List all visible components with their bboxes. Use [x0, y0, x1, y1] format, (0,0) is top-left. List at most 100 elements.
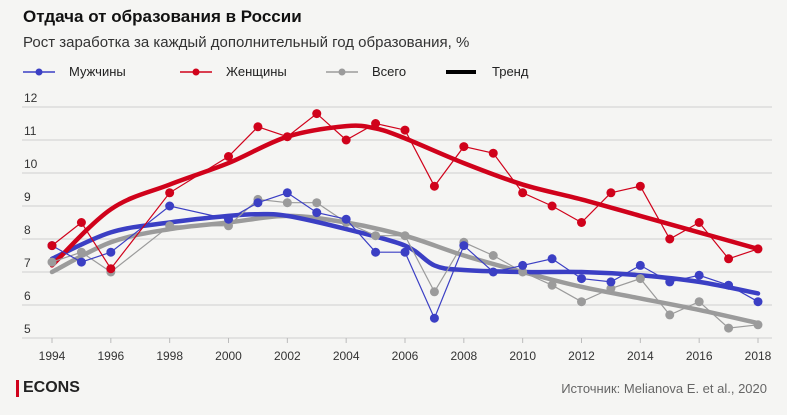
data-point: [753, 297, 763, 307]
y-tick-label: 9: [24, 190, 31, 204]
data-point: [429, 181, 439, 191]
data-point: [106, 264, 116, 274]
x-tick-label: 2018: [745, 349, 772, 363]
data-point: [282, 188, 292, 198]
data-point: [518, 188, 528, 198]
data-point: [400, 247, 410, 257]
data-point: [547, 280, 557, 290]
data-point: [547, 254, 557, 264]
legend-item-women: Женщины: [180, 64, 326, 79]
chart-subtitle: Рост заработка за каждый дополнительный …: [23, 34, 470, 51]
data-point: [577, 218, 586, 227]
data-point: [488, 148, 498, 158]
legend-item-total: Всего: [326, 64, 446, 79]
data-point: [253, 198, 263, 208]
trend-line-0: [49, 211, 761, 296]
data-point: [635, 181, 645, 191]
data-point: [724, 254, 734, 264]
trend-line-1: [49, 123, 761, 268]
data-point: [694, 297, 704, 307]
data-point: [312, 208, 322, 218]
line-dot-icon: [180, 68, 212, 75]
data-point: [165, 201, 175, 211]
data-point: [76, 247, 86, 257]
data-point: [753, 244, 763, 254]
logo-bar: [16, 379, 19, 397]
data-point: [635, 260, 645, 270]
data-point: [694, 270, 704, 280]
data-point: [665, 234, 675, 244]
data-point: [371, 247, 381, 257]
x-tick-label: 2006: [392, 349, 419, 363]
x-tick-label: 1994: [39, 349, 66, 363]
data-point: [47, 241, 57, 251]
data-point: [577, 297, 586, 307]
y-tick-label: 10: [24, 157, 38, 171]
legend-label: Тренд: [492, 64, 529, 79]
data-point: [400, 231, 410, 241]
x-tick-label: 1996: [97, 349, 124, 363]
x-tick-label: 2008: [450, 349, 477, 363]
data-point: [577, 274, 586, 284]
x-tick-label: 2014: [627, 349, 654, 363]
data-point: [459, 142, 469, 152]
y-tick-label: 7: [24, 256, 31, 270]
data-point: [282, 198, 292, 208]
x-tick-label: 1998: [156, 349, 183, 363]
x-tick-label: 2010: [509, 349, 536, 363]
legend-label: Всего: [372, 64, 407, 79]
chart-title: Отдача от образования в России: [23, 7, 302, 26]
data-point: [518, 267, 528, 277]
legend-item-men: Мужчины: [23, 64, 180, 79]
data-point: [665, 310, 675, 320]
data-point: [224, 214, 233, 224]
y-tick-label: 12: [24, 91, 38, 105]
data-point: [106, 247, 116, 257]
data-point: [694, 218, 704, 227]
data-point: [724, 280, 734, 290]
y-tick-label: 6: [24, 289, 31, 303]
data-point: [341, 214, 351, 224]
legend-label: Женщины: [226, 64, 287, 79]
line-dot-icon: [23, 68, 55, 75]
data-point: [282, 132, 292, 142]
data-point: [606, 284, 616, 293]
data-point: [400, 125, 410, 135]
data-point: [429, 287, 439, 297]
data-point: [312, 198, 322, 208]
data-point: [76, 257, 86, 267]
data-point: [371, 119, 381, 128]
x-tick-label: 2000: [215, 349, 242, 363]
source-note: Источник: Melianova E. et al., 2020: [561, 381, 767, 396]
data-point: [518, 260, 528, 270]
data-point: [312, 109, 322, 119]
line-dot-icon: [326, 68, 358, 75]
legend-item-trend: Тренд: [446, 64, 528, 79]
econs-logo: ECONS: [16, 379, 80, 397]
data-point: [665, 277, 675, 287]
data-point: [724, 323, 734, 333]
data-point: [371, 231, 381, 241]
data-point: [635, 274, 645, 284]
y-tick-label: 5: [24, 322, 31, 336]
logo-text: ECONS: [23, 379, 80, 396]
x-tick-label: 2016: [686, 349, 713, 363]
thick-line-icon: [446, 69, 476, 74]
data-point: [253, 122, 263, 132]
data-point: [165, 188, 175, 198]
data-point: [488, 251, 498, 260]
x-tick-label: 2012: [568, 349, 595, 363]
data-point: [753, 320, 763, 330]
y-tick-label: 8: [24, 223, 31, 237]
data-point: [341, 135, 351, 145]
data-point: [429, 313, 439, 323]
data-point: [224, 221, 233, 231]
data-point: [47, 257, 57, 267]
data-point: [547, 201, 557, 211]
data-point: [488, 267, 498, 277]
data-point: [165, 221, 175, 231]
data-point: [606, 277, 616, 287]
data-point: [459, 241, 469, 251]
legend-label: Мужчины: [69, 64, 126, 79]
